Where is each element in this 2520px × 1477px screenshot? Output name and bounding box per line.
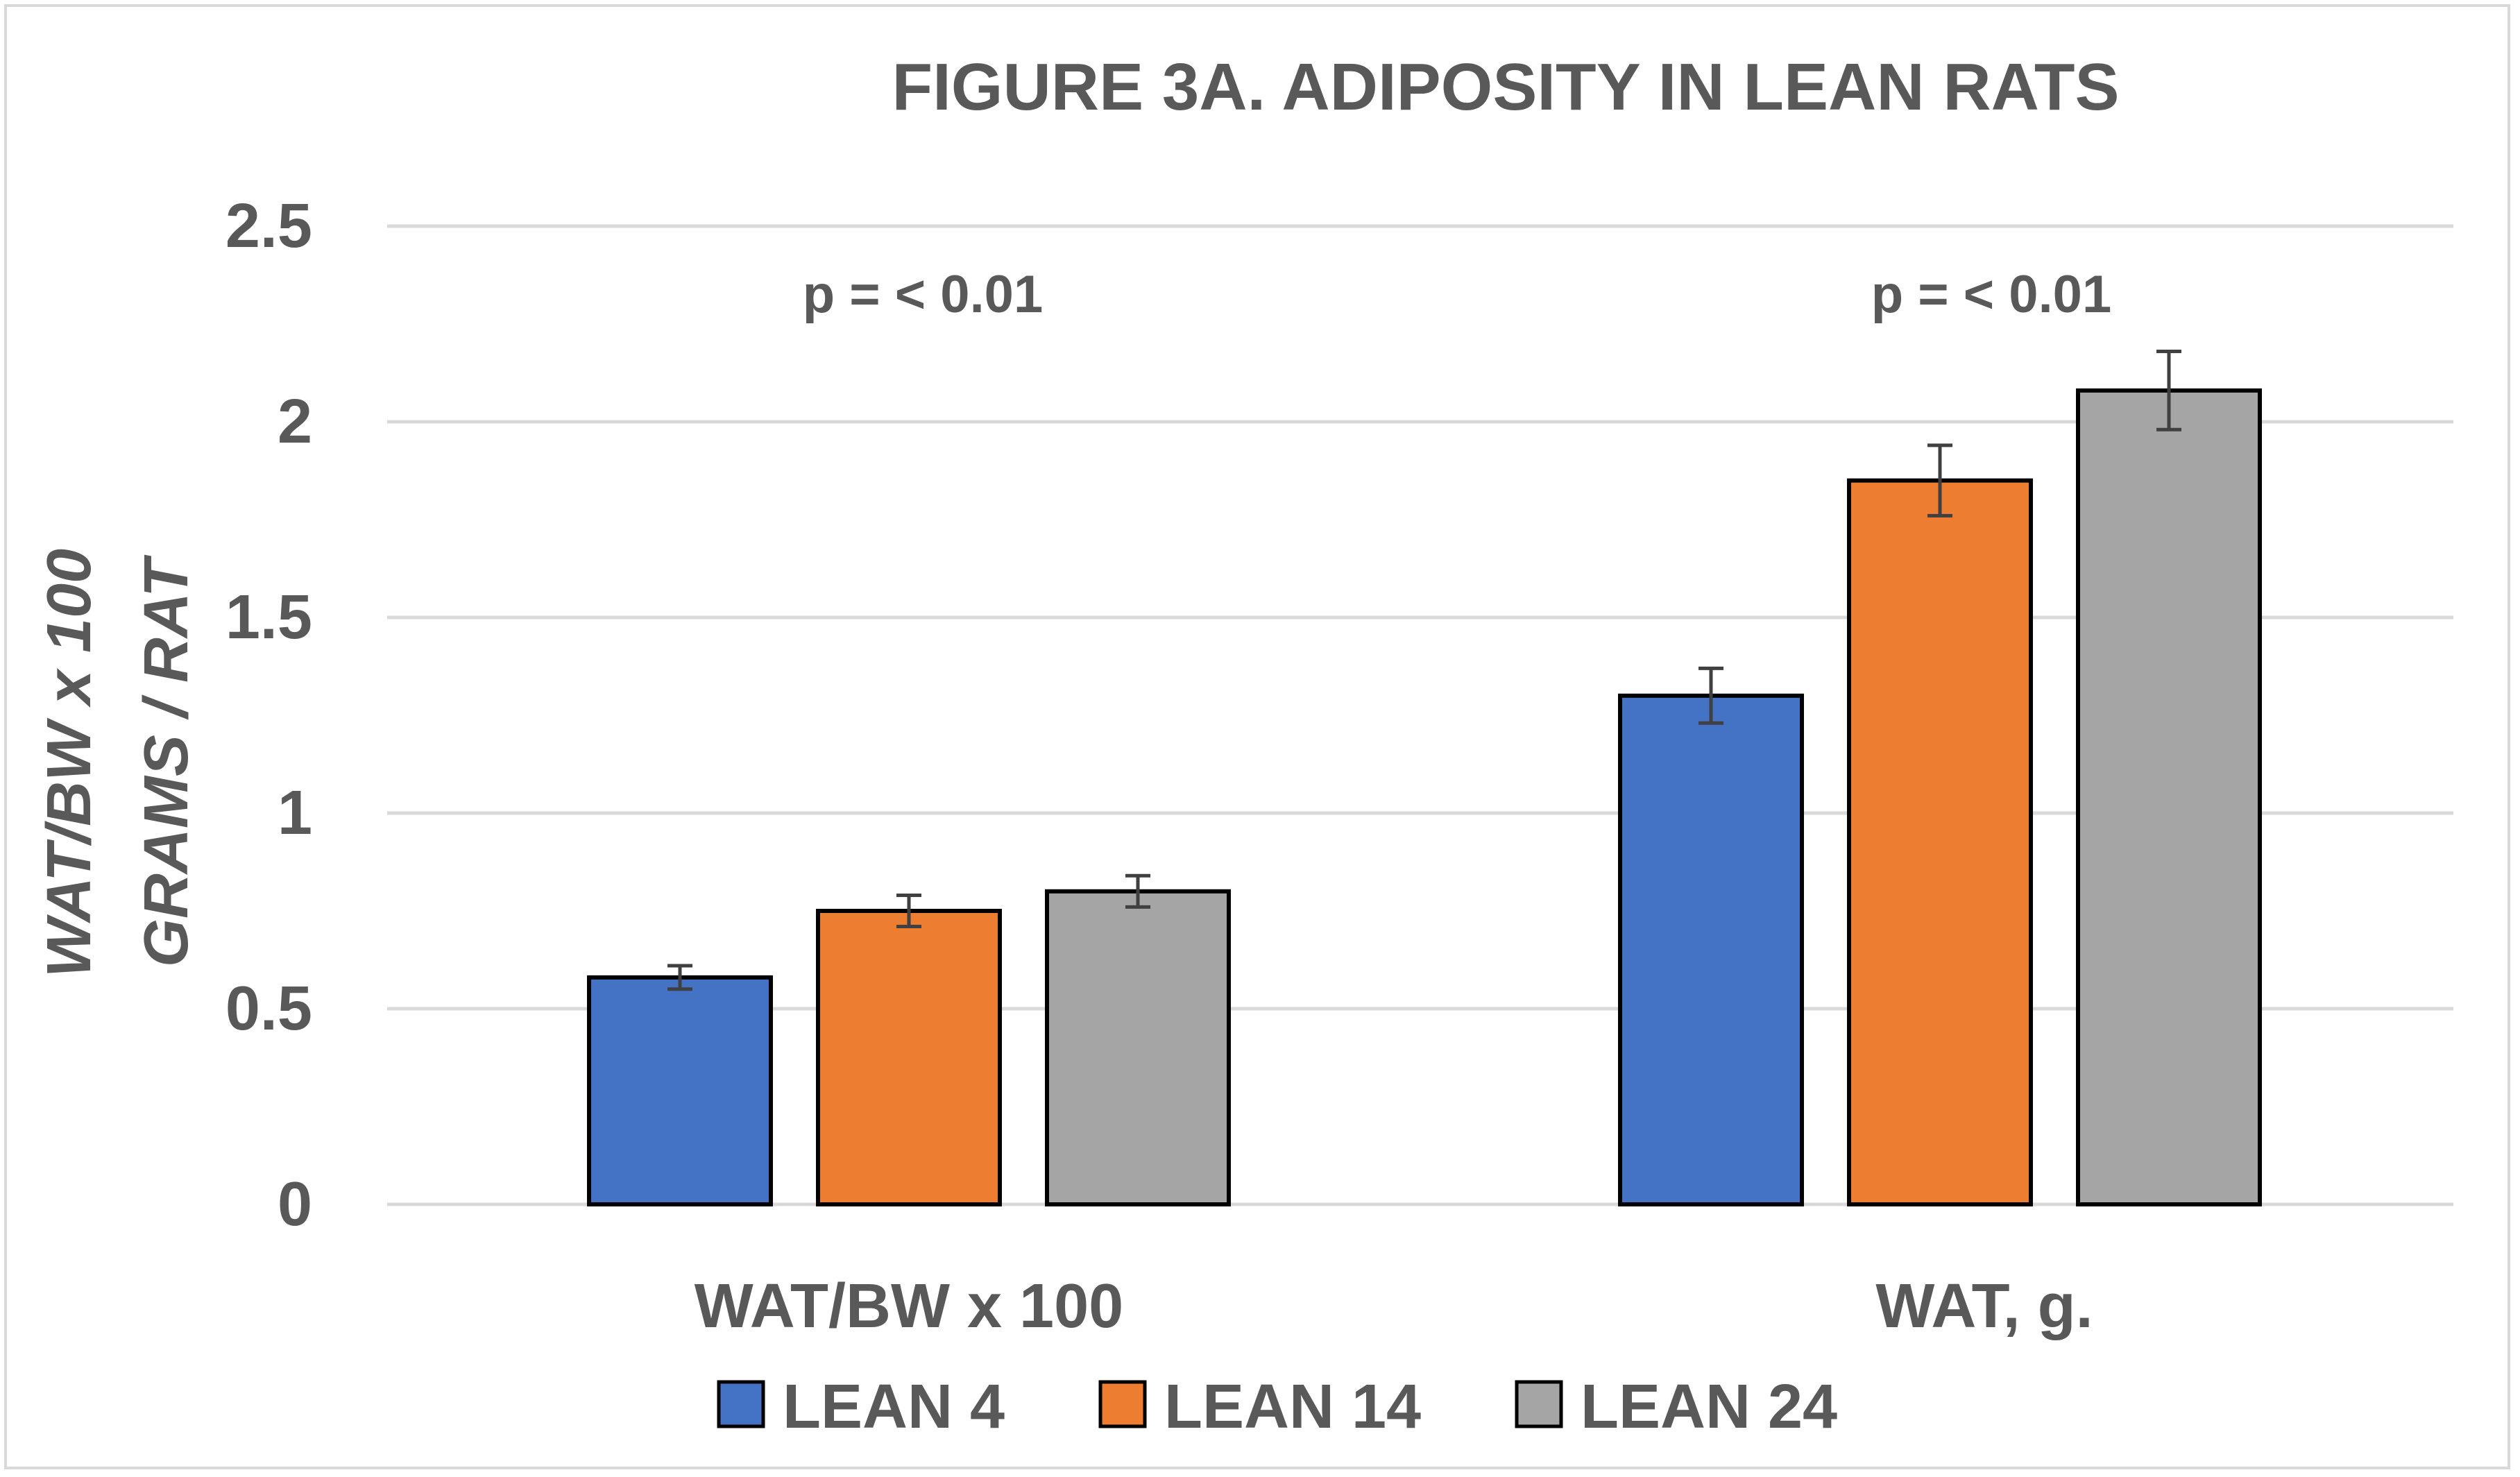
legend-label-lean-4: LEAN 4 [783, 1372, 1005, 1442]
y-tick-label-5: 2.5 [225, 191, 312, 261]
y-axis-label-line-2: GRAMS / RAT [132, 554, 201, 967]
legend-swatch-lean-24 [1515, 1380, 1563, 1428]
legend-label-lean-14: LEAN 14 [1164, 1372, 1421, 1442]
legend: LEAN 4 LEAN 14 LEAN 24 [717, 1372, 1837, 1442]
chart-frame: FIGURE 3A. ADIPOSITY IN LEAN RATS 0 0.5 1 1… [4, 4, 2510, 1469]
y-tick-label-4: 2 [278, 387, 312, 456]
y-axis-label-line-1: WAT/BW x 100 [35, 549, 104, 977]
error-bar-3-1 [1125, 873, 1150, 909]
chart-svg: FIGURE 3A. ADIPOSITY IN LEAN RATS 0 0.5 1 1… [35, 50, 2453, 1442]
chart-title: FIGURE 3A. ADIPOSITY IN LEAN RATS [892, 50, 2119, 124]
error-bar-2-2 [1927, 443, 1952, 518]
y-tick-label-1: 0.5 [225, 974, 312, 1043]
error-bars [667, 349, 2181, 991]
legend-label-lean-24: LEAN 24 [1581, 1372, 1837, 1442]
annotation-p-value-2: p = < 0.01 [1871, 265, 2111, 324]
bar-1-1 [587, 975, 773, 1206]
bar-2-1 [816, 909, 1002, 1206]
x-category-label-2: WAT, g. [1875, 1272, 2093, 1341]
bar-3-2 [2076, 388, 2262, 1206]
legend-swatch-lean-4 [717, 1380, 765, 1428]
legend-swatch-lean-14 [1098, 1380, 1147, 1428]
error-bar-1-1 [667, 964, 692, 991]
bars [587, 388, 2262, 1207]
x-category-label-1: WAT/BW x 100 [695, 1272, 1123, 1341]
bar-3-1 [1045, 889, 1231, 1207]
error-bar-3-2 [2156, 349, 2181, 432]
y-tick-label-3: 1.5 [225, 583, 312, 652]
error-bar-1-2 [1699, 666, 1723, 725]
bar-2-2 [1847, 478, 2033, 1206]
y-tick-label-0: 0 [278, 1170, 312, 1239]
y-axis-ticks: 0 0.5 1 1.5 2 2.5 [225, 191, 312, 1239]
error-bar-2-1 [896, 893, 921, 929]
y-tick-label-2: 1 [278, 778, 312, 848]
annotation-p-value-1: p = < 0.01 [803, 265, 1043, 324]
bar-1-2 [1618, 693, 1804, 1206]
